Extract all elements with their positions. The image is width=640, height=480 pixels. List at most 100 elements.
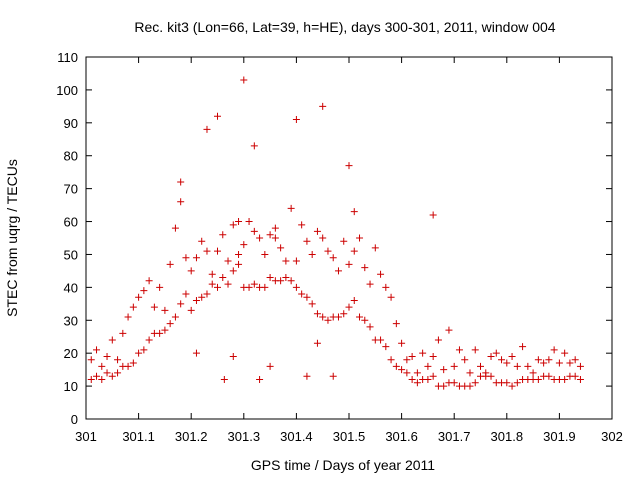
data-point [392, 362, 400, 370]
data-point [98, 362, 106, 370]
data-point [350, 247, 358, 255]
data-point [377, 336, 385, 344]
data-point [98, 376, 106, 384]
data-point [440, 382, 448, 390]
data-point [192, 254, 200, 262]
x-tick-label: 301 [75, 429, 97, 444]
data-point [424, 376, 432, 384]
data-point [550, 346, 558, 354]
data-point [108, 372, 116, 380]
y-tick-label: 80 [64, 149, 78, 164]
data-point [429, 352, 437, 360]
data-point [361, 264, 369, 272]
data-point [171, 224, 179, 232]
data-point [345, 303, 353, 311]
data-point [466, 369, 474, 377]
data-point [219, 273, 227, 281]
y-tick-label: 100 [56, 83, 78, 98]
data-point [340, 237, 348, 245]
data-point [224, 257, 232, 265]
data-point [245, 218, 253, 226]
x-tick-label: 302 [601, 429, 623, 444]
data-point [282, 273, 290, 281]
data-point [503, 379, 511, 387]
data-point [392, 320, 400, 328]
data-point [145, 277, 153, 285]
data-point [340, 310, 348, 318]
data-point [303, 293, 311, 301]
data-point [377, 270, 385, 278]
data-point [214, 112, 221, 120]
data-point [440, 366, 448, 374]
data-point [566, 359, 574, 367]
data-point [413, 369, 421, 377]
data-point [245, 283, 253, 291]
data-point [114, 356, 122, 364]
data-point [235, 218, 243, 226]
data-point [266, 273, 274, 281]
data-point [145, 336, 153, 344]
x-tick-label: 301.3 [228, 429, 261, 444]
data-point [329, 372, 337, 380]
y-axis-label: STEC from uqrg / TECUs [4, 159, 20, 317]
y-tick-label: 110 [57, 50, 78, 65]
data-point [561, 376, 569, 384]
x-axis-label: GPS time / Days of year 2011 [251, 457, 435, 473]
x-tick-label: 301.2 [175, 429, 208, 444]
data-point [219, 231, 227, 239]
data-point [319, 234, 327, 242]
data-point [324, 247, 332, 255]
data-point [177, 178, 185, 186]
data-point [303, 237, 311, 245]
data-point [203, 247, 211, 255]
data-point [271, 234, 279, 242]
data-point [313, 310, 321, 318]
data-point [571, 356, 579, 364]
data-point [366, 323, 374, 331]
data-point [171, 313, 179, 321]
data-point [466, 382, 474, 390]
data-point [424, 362, 432, 370]
data-point [434, 336, 442, 344]
data-point [534, 356, 542, 364]
data-point [508, 352, 516, 360]
data-point [345, 162, 353, 170]
data-point [87, 356, 95, 364]
x-tick-label: 301.8 [491, 429, 524, 444]
data-point [240, 76, 248, 84]
data-point [513, 379, 521, 387]
x-tick-label: 301.6 [385, 429, 418, 444]
data-point [382, 343, 390, 351]
data-point [303, 372, 311, 380]
data-point [529, 369, 537, 377]
data-point [345, 260, 353, 268]
data-point [250, 142, 258, 150]
data-point [161, 306, 169, 314]
data-point [429, 211, 437, 219]
data-point [114, 369, 122, 377]
data-point [192, 349, 200, 357]
plot-frame [85, 56, 613, 420]
data-point [208, 280, 216, 288]
data-point [240, 241, 248, 249]
data-point [503, 359, 511, 367]
data-point [403, 369, 411, 377]
data-point [103, 352, 111, 360]
data-point [487, 352, 495, 360]
data-point [292, 116, 300, 124]
data-point [450, 379, 458, 387]
data-point [256, 376, 264, 384]
data-point [140, 287, 148, 295]
data-point [492, 349, 500, 357]
data-point [250, 227, 258, 235]
data-point [277, 277, 285, 285]
chart-title: Rec. kit3 (Lon=66, Lat=39, h=HE), days 3… [134, 19, 555, 35]
data-point [203, 125, 211, 133]
data-point [419, 349, 427, 357]
data-point [282, 257, 290, 265]
data-point [192, 297, 200, 305]
data-point [361, 316, 369, 324]
data-point [187, 267, 195, 275]
data-point [329, 254, 337, 262]
